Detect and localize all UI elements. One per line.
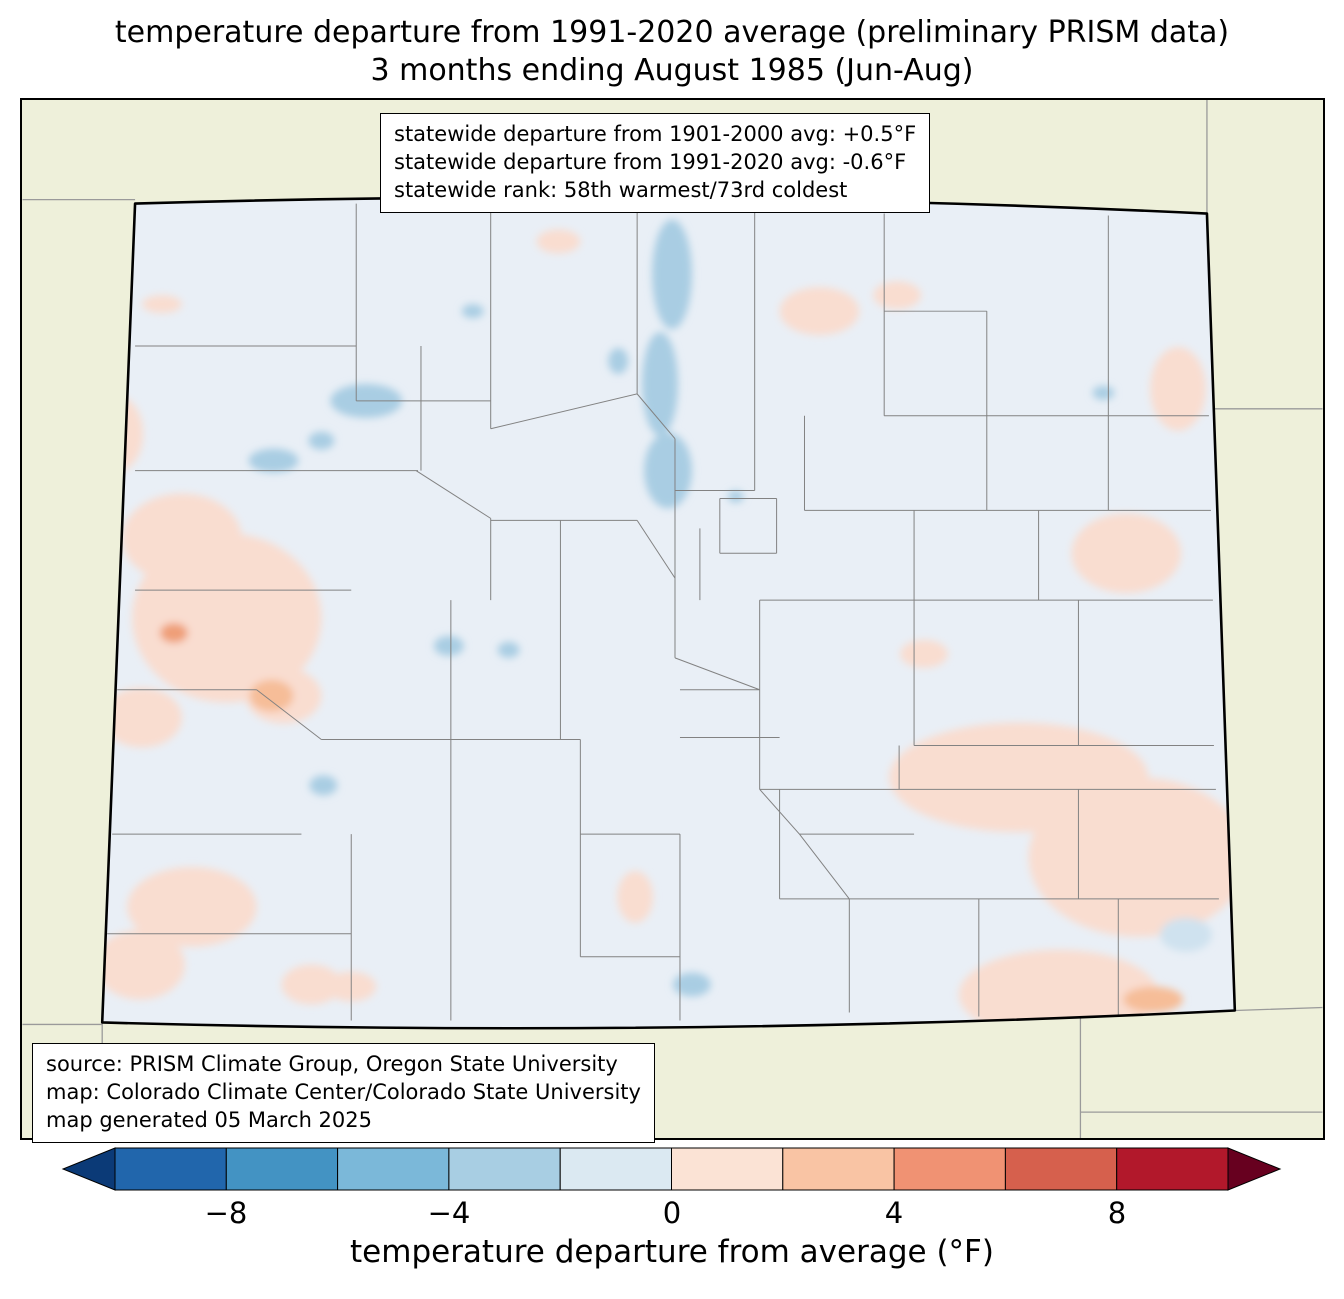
colorbar-tick-pos8: 8 [1107,1196,1127,1230]
colorbar-segment [893,1147,1006,1191]
colorbar-segment [337,1147,450,1191]
colorbar-axis-label: temperature departure from average (°F) [350,1234,994,1270]
figure-title: temperature departure from 1991-2020 ave… [0,14,1344,89]
county-boundaries [107,203,1219,1021]
colorbar: −8 −4 0 4 8 temperature departure from a… [0,1146,1344,1296]
colorbar-segment [448,1147,561,1191]
colorbar-segment [1004,1147,1118,1191]
map-area: statewide departure from 1901-2000 avg: … [20,98,1325,1143]
map-credit-line: map: Colorado Climate Center/Colorado St… [46,1079,641,1104]
colorado-map-svg [22,100,1323,1138]
colorbar-right-arrow [1227,1147,1282,1191]
colorbar-gradient [61,1147,1282,1191]
source-line: source: PRISM Climate Group, Oregon Stat… [46,1052,618,1076]
generated-date-line: map generated 05 March 2025 [46,1107,373,1132]
colorbar-segment [1116,1147,1229,1191]
colorbar-segment [114,1147,227,1191]
colorbar-tick-zero: 0 [662,1196,682,1230]
title-line-2: 3 months ending August 1985 (Jun-Aug) [370,52,974,88]
colorbar-tick-neg8: −8 [204,1196,248,1230]
stat-departure-1901-2000: statewide departure from 1901-2000 avg: … [394,122,917,146]
colorbar-tick-neg4: −4 [427,1196,471,1230]
colorbar-segment [559,1147,673,1191]
source-credit-box: source: PRISM Climate Group, Oregon Stat… [32,1043,655,1143]
statewide-stats-box: statewide departure from 1901-2000 avg: … [380,113,931,213]
title-line-1: temperature departure from 1991-2020 ave… [114,15,1230,50]
colorbar-ticks: −8 −4 0 4 8 [0,1196,1344,1232]
colorbar-segment [782,1147,895,1191]
stat-rank: statewide rank: 58th warmest/73rd coldes… [394,177,848,202]
colorbar-left-arrow [61,1147,116,1191]
colorbar-tick-pos4: 4 [884,1196,904,1230]
colorbar-segment [225,1147,339,1191]
stat-departure-1991-2020: statewide departure from 1991-2020 avg: … [394,149,907,174]
colorbar-segment [671,1147,784,1191]
